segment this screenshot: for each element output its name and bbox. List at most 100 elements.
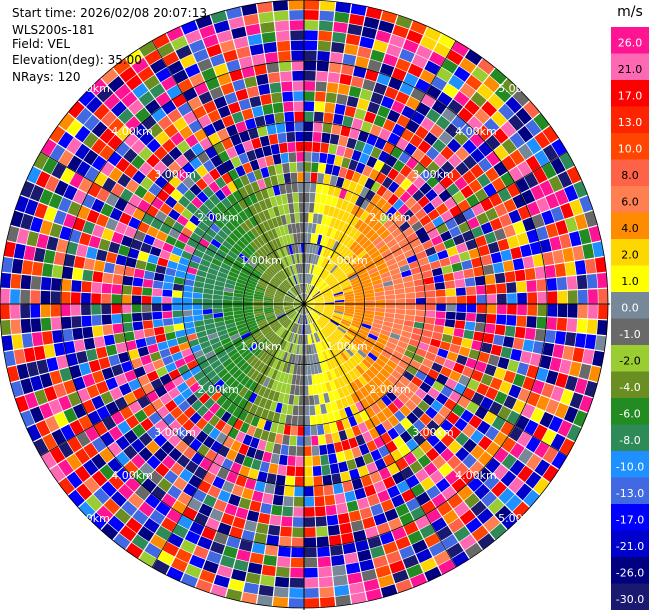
velocity-bin — [312, 264, 317, 275]
velocity-bin — [366, 156, 378, 168]
velocity-bin — [122, 322, 134, 333]
velocity-bin — [183, 446, 197, 460]
velocity-bin — [213, 345, 225, 355]
velocity-bin — [462, 155, 477, 170]
velocity-bin — [494, 391, 508, 405]
velocity-bin — [332, 207, 341, 219]
velocity-bin — [157, 42, 175, 58]
velocity-bin — [489, 523, 507, 540]
velocity-bin — [474, 188, 489, 203]
velocity-bin — [559, 359, 572, 375]
velocity-bin — [172, 297, 182, 304]
velocity-bin — [213, 96, 228, 109]
velocity-bin — [399, 191, 412, 204]
velocity-bin — [294, 385, 300, 396]
velocity-bin — [287, 277, 294, 287]
velocity-bin — [173, 317, 184, 325]
velocity-bin — [108, 167, 123, 182]
velocity-bin — [359, 346, 370, 355]
velocity-bin — [395, 536, 411, 550]
velocity-bin — [427, 253, 439, 263]
velocity-bin — [337, 244, 346, 255]
velocity-bin — [381, 248, 392, 258]
velocity-bin — [248, 381, 258, 392]
velocity-bin — [470, 445, 485, 460]
velocity-bin — [354, 108, 367, 121]
velocity-bin — [541, 382, 555, 398]
velocity-bin — [206, 272, 217, 281]
velocity-bin — [168, 433, 182, 447]
velocity-bin — [343, 288, 353, 294]
velocity-bin — [114, 221, 128, 235]
velocity-bin — [563, 185, 579, 202]
velocity-bin — [275, 370, 282, 382]
velocity-bin — [218, 445, 230, 458]
velocity-bin — [444, 280, 456, 289]
velocity-bin — [357, 331, 368, 340]
velocity-bin — [162, 541, 180, 557]
velocity-bin — [279, 316, 288, 324]
velocity-bin — [387, 168, 400, 181]
velocity-bin — [413, 176, 426, 189]
velocity-bin — [304, 355, 308, 365]
velocity-bin — [383, 234, 395, 244]
velocity-bin — [262, 209, 271, 221]
velocity-bin — [390, 449, 404, 462]
velocity-bin — [167, 108, 182, 123]
velocity-bin — [254, 372, 264, 383]
velocity-bin — [271, 358, 279, 369]
velocity-bin — [42, 263, 54, 277]
velocity-bin — [387, 181, 400, 194]
velocity-bin — [192, 309, 203, 316]
velocity-bin — [173, 323, 185, 332]
velocity-bin — [308, 385, 314, 396]
velocity-bin — [275, 325, 284, 335]
velocity-bin — [148, 411, 162, 425]
velocity-bin — [332, 313, 343, 319]
velocity-bin — [492, 262, 505, 274]
velocity-bin — [395, 293, 406, 300]
velocity-bin — [391, 272, 402, 281]
velocity-bin — [308, 313, 314, 323]
velocity-bin — [364, 383, 374, 395]
velocity-bin — [358, 361, 369, 372]
azimuth-spoke — [151, 40, 305, 305]
velocity-bin — [403, 320, 415, 327]
velocity-bin — [341, 385, 350, 397]
velocity-bin — [304, 466, 313, 477]
colorbar-tick-label: 8.0 — [621, 169, 639, 182]
velocity-bin — [348, 370, 358, 381]
velocity-bin — [425, 146, 440, 161]
velocity-bin — [182, 310, 193, 317]
velocity-bin — [70, 292, 81, 304]
velocity-bin — [490, 344, 503, 357]
velocity-bin — [189, 183, 202, 196]
velocity-bin — [138, 146, 153, 161]
velocity-bin — [257, 1, 273, 14]
velocity-bin — [383, 345, 395, 355]
velocity-bin — [298, 314, 302, 324]
velocity-bin — [403, 226, 415, 238]
velocity-bin — [304, 141, 313, 152]
velocity-bin — [304, 304, 314, 307]
velocity-bin — [359, 386, 370, 398]
velocity-bin — [344, 293, 355, 298]
velocity-bin — [267, 318, 278, 325]
velocity-bin — [246, 367, 256, 378]
velocity-bin — [118, 483, 134, 500]
velocity-bin — [332, 113, 344, 125]
velocity-bin — [69, 419, 84, 436]
velocity-bin — [307, 273, 311, 284]
velocity-bin — [322, 288, 332, 295]
velocity-bin — [315, 414, 323, 425]
velocity-bin — [198, 335, 209, 344]
velocity-bin — [181, 370, 193, 382]
velocity-bin — [507, 293, 517, 304]
velocity-bin — [279, 247, 286, 258]
velocity-bin — [304, 296, 312, 304]
velocity-bin — [372, 236, 383, 247]
velocity-bin — [36, 233, 49, 249]
velocity-bin — [336, 272, 345, 280]
velocity-bin — [320, 315, 330, 322]
velocity-bin — [304, 598, 320, 608]
